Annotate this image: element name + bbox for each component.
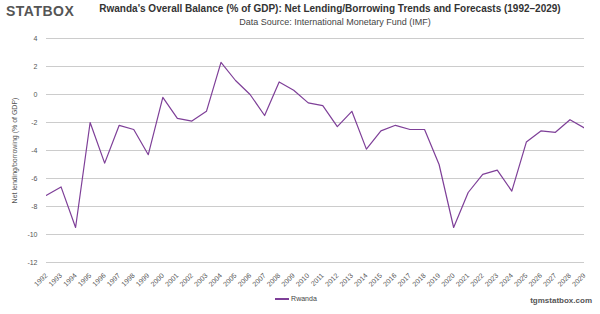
svg-text:2: 2 — [34, 63, 38, 70]
svg-text:1993: 1993 — [47, 272, 63, 288]
svg-text:2023: 2023 — [484, 272, 500, 288]
svg-text:1998: 1998 — [120, 272, 136, 288]
svg-text:2020: 2020 — [440, 272, 456, 288]
svg-text:2025: 2025 — [513, 272, 529, 288]
html-text:tgmstatbox.com: tgmstatbox.com — [530, 296, 592, 305]
svg-text:2013: 2013 — [338, 272, 354, 288]
svg-text:2002: 2002 — [178, 272, 194, 288]
svg-text:2027: 2027 — [542, 272, 558, 288]
svg-text:Net lending/borrowing (% of GD: Net lending/borrowing (% of GDP) — [11, 98, 19, 204]
svg-text:2012: 2012 — [324, 272, 340, 288]
svg-text:-12: -12 — [27, 259, 37, 266]
svg-text:2006: 2006 — [236, 272, 252, 288]
svg-text:0: 0 — [34, 91, 38, 98]
svg-text:1999: 1999 — [135, 272, 151, 288]
svg-text:1996: 1996 — [91, 272, 107, 288]
html-text:Rwanda's Overall Balance (% of: Rwanda's Overall Balance (% of GDP): Net… — [99, 3, 561, 14]
svg-text:2014: 2014 — [353, 272, 369, 288]
svg-text:2028: 2028 — [556, 272, 572, 288]
svg-text:2022: 2022 — [469, 272, 485, 288]
svg-text:-4: -4 — [31, 147, 37, 154]
svg-text:2026: 2026 — [527, 272, 543, 288]
svg-text:2008: 2008 — [265, 272, 281, 288]
svg-text:2011: 2011 — [309, 272, 325, 288]
svg-text:-10: -10 — [27, 231, 37, 238]
html-text:Rwanda: Rwanda — [289, 295, 317, 302]
svg-text:-6: -6 — [31, 175, 37, 182]
svg-text:2000: 2000 — [149, 272, 165, 288]
svg-text:1997: 1997 — [106, 272, 122, 288]
svg-text:2021: 2021 — [455, 272, 471, 288]
svg-text:2007: 2007 — [251, 272, 267, 288]
html-text:Data Source: International Mon: Data Source: International Monetary Fund… — [239, 17, 431, 27]
svg-text:1995: 1995 — [76, 272, 92, 288]
svg-text:2015: 2015 — [367, 272, 383, 288]
svg-text:2005: 2005 — [222, 272, 238, 288]
svg-text:-2: -2 — [31, 119, 37, 126]
svg-text:2018: 2018 — [411, 272, 427, 288]
svg-text:2019: 2019 — [425, 272, 441, 288]
svg-text:1992: 1992 — [33, 272, 49, 288]
svg-text:2003: 2003 — [193, 272, 209, 288]
svg-text:2017: 2017 — [396, 272, 412, 288]
svg-text:2009: 2009 — [280, 272, 296, 288]
svg-text:4: 4 — [34, 35, 38, 42]
html-text:STATBOX: STATBOX — [6, 3, 75, 19]
svg-text:2004: 2004 — [207, 272, 223, 288]
svg-text:2016: 2016 — [382, 272, 398, 288]
svg-text:2029: 2029 — [571, 272, 587, 288]
svg-text:2001: 2001 — [164, 272, 180, 288]
svg-text:2010: 2010 — [295, 272, 311, 288]
svg-text:2024: 2024 — [498, 272, 514, 288]
svg-text:1994: 1994 — [62, 272, 78, 288]
svg-text:-8: -8 — [31, 203, 37, 210]
